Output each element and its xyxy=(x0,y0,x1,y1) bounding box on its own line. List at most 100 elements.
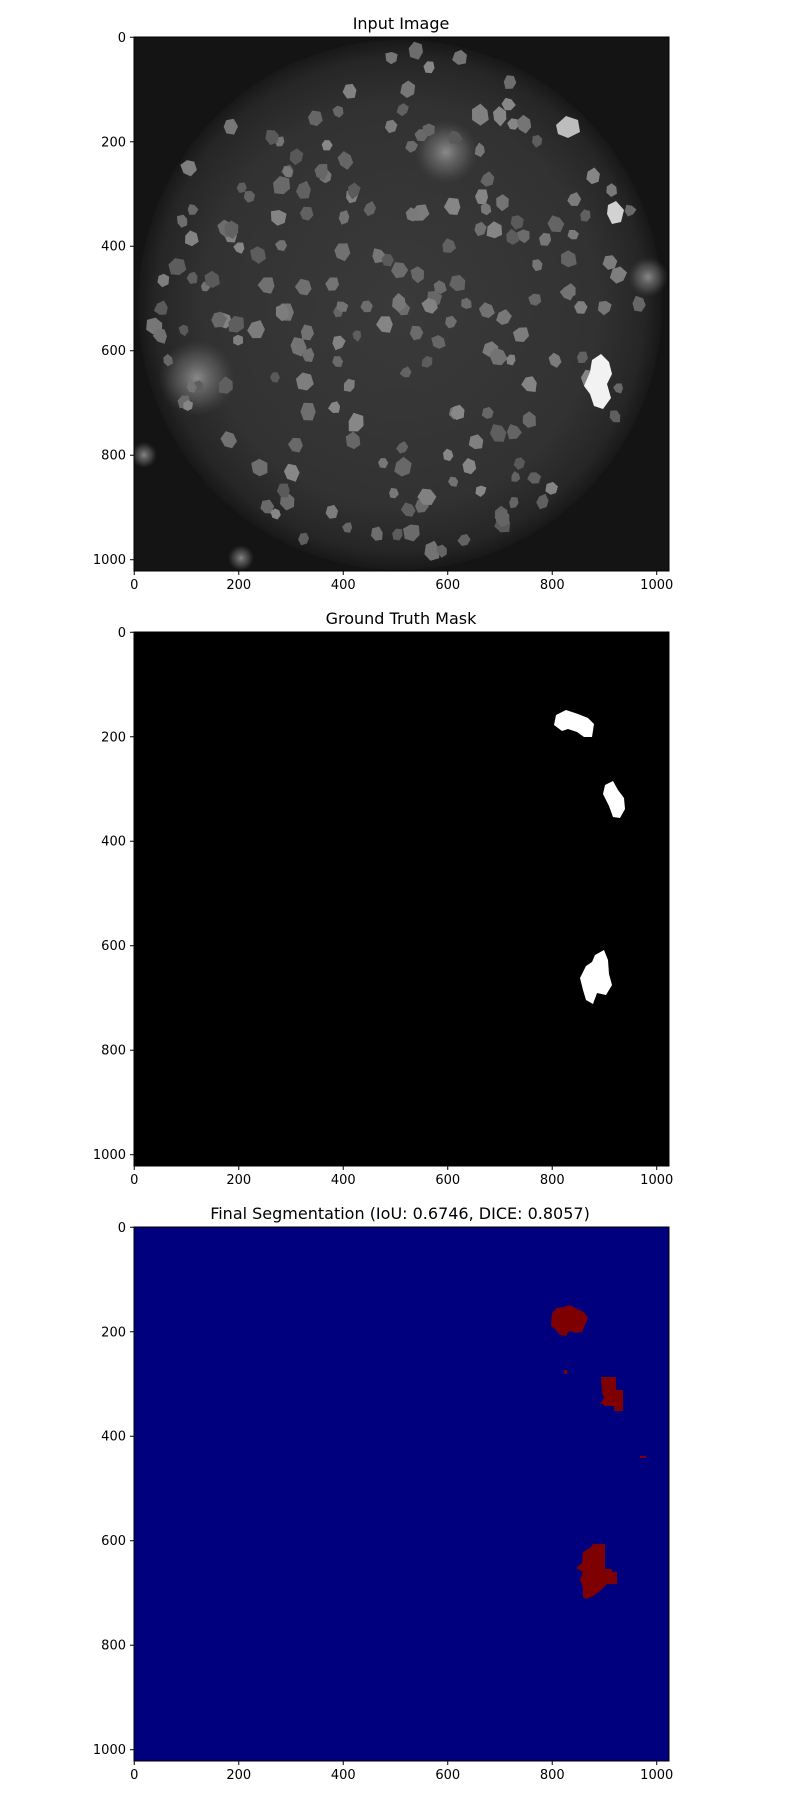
cell xyxy=(247,320,265,339)
bright-cell xyxy=(556,116,580,138)
cell xyxy=(396,441,409,454)
cell xyxy=(452,49,467,65)
cell xyxy=(480,202,492,216)
cell xyxy=(489,347,508,366)
mask-object xyxy=(554,710,594,737)
cell xyxy=(545,481,558,495)
cell xyxy=(273,176,291,195)
cell xyxy=(185,230,199,247)
cell xyxy=(517,229,530,244)
cell xyxy=(442,238,457,253)
cell xyxy=(152,329,167,344)
input-image-title: Input Image xyxy=(353,14,450,33)
cell xyxy=(223,220,239,240)
cell xyxy=(597,300,612,316)
cell xyxy=(539,232,552,246)
cell xyxy=(513,457,525,470)
cell xyxy=(516,114,532,134)
cell xyxy=(574,301,588,314)
y-tick-label: 800 xyxy=(101,1044,126,1059)
mask-background xyxy=(134,632,669,1166)
cell xyxy=(342,83,357,99)
cell xyxy=(300,324,314,341)
cell xyxy=(302,347,315,362)
cell xyxy=(223,118,238,135)
x-tick-label: 200 xyxy=(226,578,251,593)
cell xyxy=(251,458,268,477)
segmented-region xyxy=(551,1305,588,1336)
cell xyxy=(442,448,454,462)
ground-truth-image xyxy=(134,632,669,1166)
y-tick-label: 400 xyxy=(101,240,126,255)
cell xyxy=(270,372,280,383)
cell xyxy=(298,532,309,546)
x-tick-label: 600 xyxy=(435,1768,460,1783)
cell xyxy=(280,493,295,511)
x-tick-label: 0 xyxy=(130,578,138,593)
cell xyxy=(211,311,227,328)
y-tick-label: 200 xyxy=(101,1325,126,1340)
cell xyxy=(507,424,522,440)
cell xyxy=(287,437,303,453)
cell xyxy=(496,309,512,325)
cell xyxy=(314,163,328,181)
ground-truth-title: Ground Truth Mask xyxy=(326,609,478,628)
cell xyxy=(503,75,517,89)
cell xyxy=(417,488,437,505)
cell xyxy=(405,207,419,222)
y-tick-label: 1000 xyxy=(93,1743,126,1758)
cell xyxy=(270,210,287,226)
glow-spot xyxy=(628,257,668,297)
cell xyxy=(433,280,447,294)
cell xyxy=(609,410,621,423)
x-tick-label: 400 xyxy=(331,1768,356,1783)
mask-object xyxy=(580,950,612,1004)
axes-frame xyxy=(133,631,670,1167)
cell xyxy=(289,148,304,166)
cell xyxy=(290,337,307,357)
cell xyxy=(400,80,416,98)
y-tick-label: 400 xyxy=(101,835,126,850)
y-tick-label: 600 xyxy=(101,939,126,954)
cell xyxy=(405,140,419,153)
cell xyxy=(400,502,416,517)
cell xyxy=(334,243,351,262)
cell xyxy=(512,327,530,342)
y-tick-label: 1000 xyxy=(93,1148,126,1163)
cell xyxy=(536,493,549,510)
cell xyxy=(493,106,507,127)
cell xyxy=(480,171,495,187)
cell xyxy=(260,499,275,514)
cell xyxy=(436,544,447,558)
cell xyxy=(270,508,281,520)
cell xyxy=(186,271,198,284)
cell xyxy=(337,151,354,170)
segmented-speck xyxy=(564,1370,567,1374)
cell xyxy=(275,303,289,322)
segmented-speck xyxy=(640,1456,646,1458)
cell xyxy=(342,522,353,533)
cell xyxy=(332,105,344,118)
cell xyxy=(345,431,361,450)
x-tick-label: 400 xyxy=(331,578,356,593)
cell xyxy=(321,140,333,151)
cell xyxy=(547,215,565,233)
cell xyxy=(384,119,398,134)
cell xyxy=(294,278,312,296)
cell xyxy=(392,292,406,312)
cell xyxy=(567,229,579,240)
cell xyxy=(445,315,457,329)
cell xyxy=(325,277,339,291)
cell xyxy=(352,330,362,342)
cell xyxy=(332,356,344,367)
cell xyxy=(385,52,398,65)
cell xyxy=(475,189,488,205)
cell xyxy=(468,434,484,450)
segmentation-panel: Final Segmentation (IoU: 0.6746, DICE: 0… xyxy=(93,1204,673,1783)
cell xyxy=(462,458,477,475)
segmented-region xyxy=(600,1377,623,1411)
cell xyxy=(186,381,197,393)
cell xyxy=(389,487,399,499)
cell xyxy=(295,180,311,199)
